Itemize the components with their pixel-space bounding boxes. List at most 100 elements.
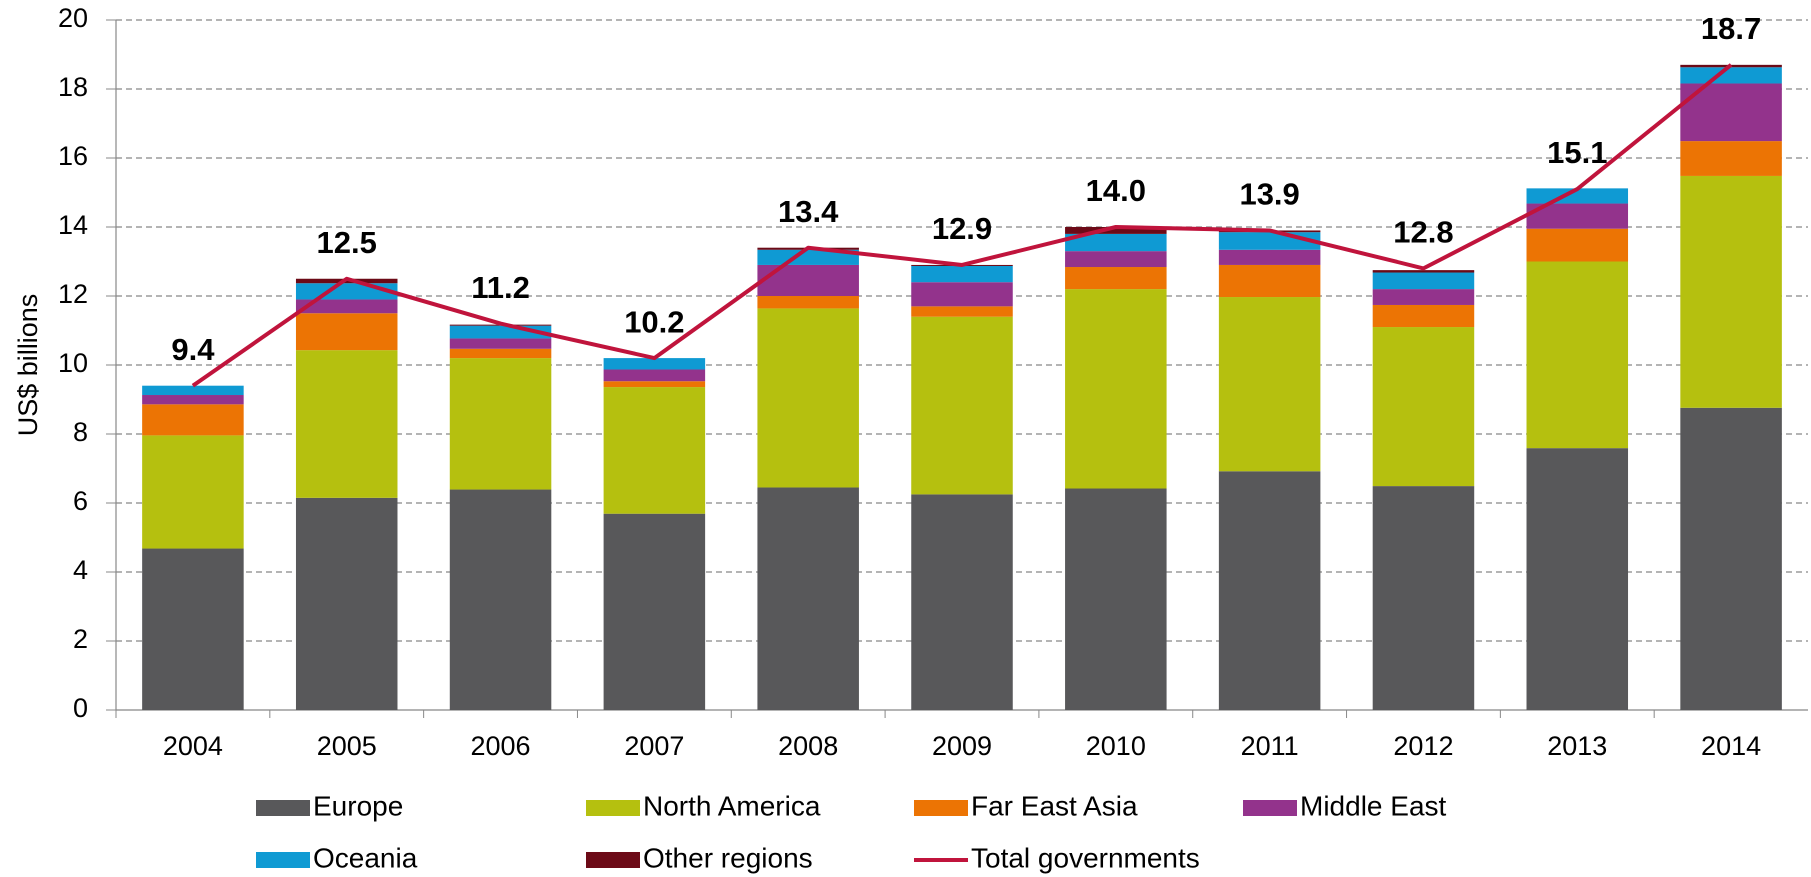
bar-segment bbox=[1526, 448, 1629, 710]
data-label: 12.8 bbox=[1393, 215, 1453, 250]
data-label: 18.7 bbox=[1701, 11, 1761, 46]
bar-segment bbox=[1065, 233, 1167, 252]
total-line bbox=[191, 63, 1733, 388]
legend-label: Europe bbox=[313, 790, 403, 821]
bar-segment bbox=[295, 313, 398, 351]
bar-segment bbox=[1680, 141, 1782, 176]
bar-segment bbox=[142, 385, 244, 396]
bar-segment bbox=[1526, 228, 1629, 262]
data-label: 13.4 bbox=[778, 194, 839, 229]
bar-segment bbox=[1065, 289, 1167, 489]
legend-swatch bbox=[586, 800, 640, 816]
x-tick-label: 2008 bbox=[778, 731, 838, 761]
data-label: 12.5 bbox=[317, 225, 377, 260]
x-tick-label: 2013 bbox=[1547, 731, 1607, 761]
bar-segment bbox=[1372, 270, 1475, 273]
x-tick-label: 2005 bbox=[317, 731, 377, 761]
bar-segment bbox=[911, 282, 1013, 307]
y-tick-label: 10 bbox=[58, 348, 88, 378]
data-label: 12.9 bbox=[932, 211, 992, 246]
y-tick-label: 20 bbox=[58, 3, 88, 33]
bar-segment bbox=[1065, 488, 1167, 710]
x-tick-label: 2011 bbox=[1241, 731, 1299, 761]
y-tick-label: 14 bbox=[58, 210, 88, 240]
bar-segment bbox=[757, 487, 859, 710]
legend-label: Total governments bbox=[971, 842, 1200, 873]
legend-swatch bbox=[914, 800, 968, 816]
legend-label: North America bbox=[643, 790, 821, 821]
legend-label: Oceania bbox=[313, 842, 418, 873]
y-tick-label: 6 bbox=[73, 486, 88, 516]
data-label: 14.0 bbox=[1086, 173, 1146, 208]
bar-segment bbox=[1065, 227, 1167, 234]
bar-segment bbox=[603, 513, 706, 710]
legend-swatch bbox=[256, 800, 310, 816]
bar-segment bbox=[911, 306, 1013, 317]
y-tick-label: 12 bbox=[58, 279, 88, 309]
bar-segment bbox=[911, 265, 1013, 283]
bar-segment bbox=[757, 296, 859, 309]
data-label: 13.9 bbox=[1239, 177, 1299, 212]
x-tick-label: 2007 bbox=[624, 731, 684, 761]
y-tick-label: 2 bbox=[73, 624, 88, 654]
bar-segment bbox=[603, 358, 706, 370]
legend-swatch bbox=[256, 852, 310, 868]
bar-segment bbox=[1680, 175, 1782, 408]
y-tick-label: 16 bbox=[58, 141, 88, 171]
data-label: 9.4 bbox=[171, 332, 215, 367]
bar-segment bbox=[603, 369, 706, 382]
bar-segment bbox=[449, 489, 552, 710]
x-tick-label: 2009 bbox=[932, 731, 992, 761]
legend-label: Other regions bbox=[643, 842, 813, 873]
y-tick-label: 18 bbox=[58, 72, 88, 102]
legend-label: Far East Asia bbox=[971, 790, 1138, 821]
data-label: 15.1 bbox=[1547, 135, 1607, 170]
legend-label: Middle East bbox=[1300, 790, 1447, 821]
bar-segment bbox=[603, 387, 706, 514]
y-tick-label: 8 bbox=[73, 417, 88, 447]
bar-segment bbox=[142, 404, 244, 436]
bar-segment bbox=[1680, 407, 1782, 710]
bar-segment bbox=[449, 338, 552, 349]
legend-swatch bbox=[586, 852, 640, 868]
data-label: 11.2 bbox=[471, 270, 530, 305]
bar-segment bbox=[1218, 471, 1321, 710]
bar-segment bbox=[757, 249, 859, 265]
data-label: 10.2 bbox=[624, 304, 684, 339]
y-axis-label: US$ billions bbox=[13, 294, 43, 437]
bar-segment bbox=[1372, 304, 1475, 328]
legend-swatch bbox=[1243, 800, 1297, 816]
bar-segment bbox=[142, 435, 244, 549]
bar-segment bbox=[1526, 261, 1629, 449]
bar-segment bbox=[1218, 297, 1321, 472]
bar-segment bbox=[295, 299, 398, 314]
bar-segment bbox=[1065, 267, 1167, 290]
bar-segment bbox=[295, 350, 398, 498]
bar-segment bbox=[1372, 272, 1475, 290]
bar-segment bbox=[295, 497, 398, 710]
bar-segment bbox=[603, 381, 706, 388]
bar-segment bbox=[911, 316, 1013, 495]
bar-segment bbox=[1372, 327, 1475, 487]
bar-segment bbox=[1065, 251, 1167, 268]
bar-segment bbox=[1372, 289, 1475, 305]
bar-segment bbox=[1218, 264, 1321, 298]
x-tick-label: 2014 bbox=[1701, 731, 1761, 761]
bar-segment bbox=[757, 308, 859, 488]
bar-segment bbox=[1218, 249, 1321, 265]
bar-segment bbox=[449, 348, 552, 359]
y-tick-label: 0 bbox=[73, 693, 88, 723]
bar-segment bbox=[757, 264, 859, 296]
x-tick-label: 2004 bbox=[163, 731, 223, 761]
bar-segment bbox=[142, 395, 244, 405]
x-tick-label: 2010 bbox=[1086, 731, 1146, 761]
bar-segment bbox=[295, 283, 398, 300]
bar-segment bbox=[1680, 67, 1782, 84]
bar-segment bbox=[911, 494, 1013, 710]
x-tick-label: 2012 bbox=[1393, 731, 1453, 761]
y-tick-label: 4 bbox=[73, 555, 88, 585]
bar-segment bbox=[1372, 486, 1475, 710]
x-tick-label: 2006 bbox=[471, 731, 531, 761]
bar-segment bbox=[449, 358, 552, 490]
